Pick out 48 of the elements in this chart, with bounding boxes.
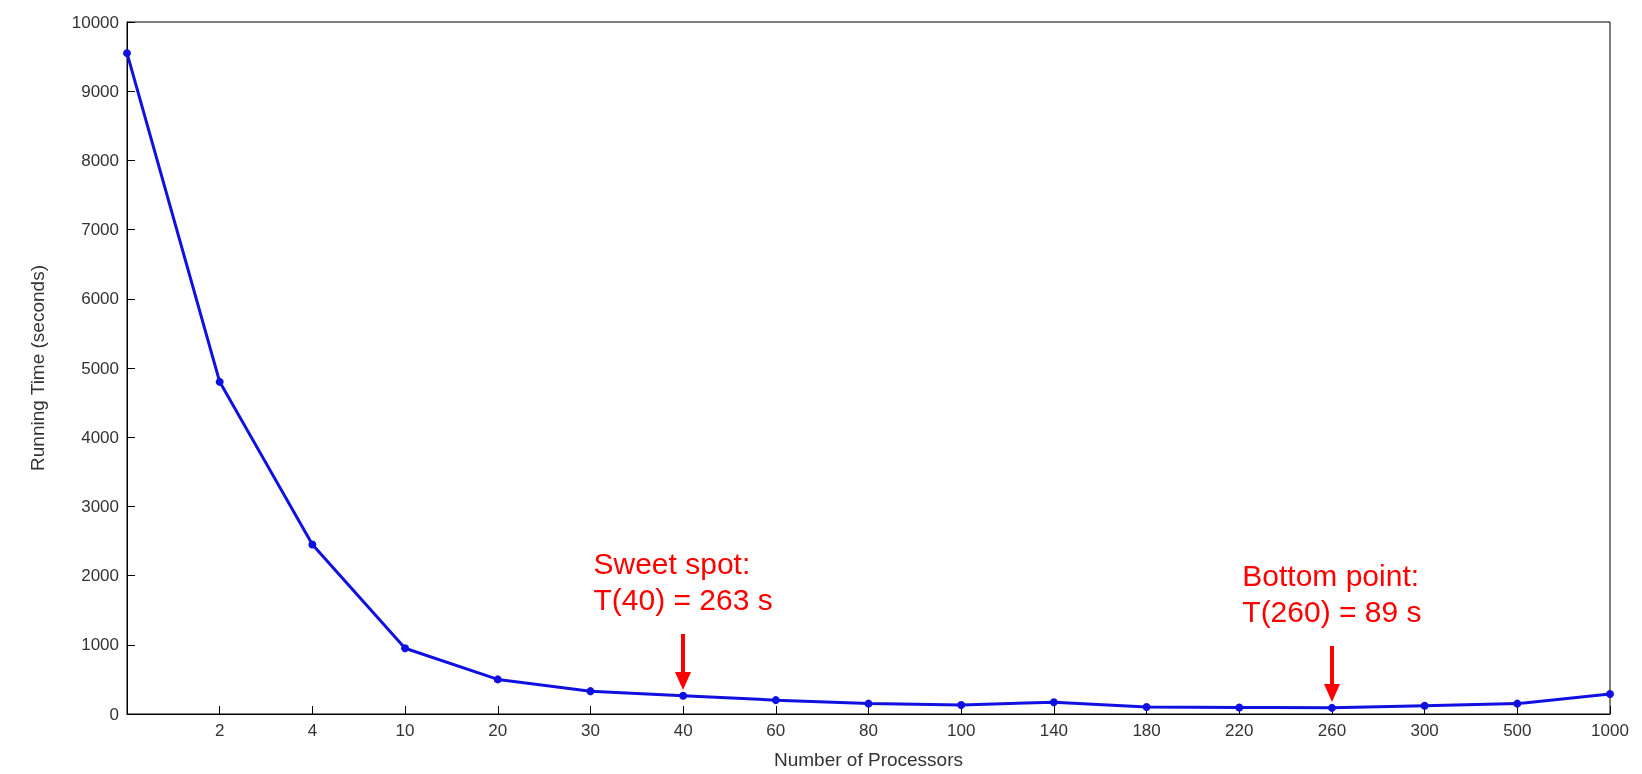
annotation: Sweet spot: T(40) = 263 s	[593, 545, 773, 618]
y-tick-label: 0	[109, 704, 119, 724]
point	[864, 699, 873, 708]
x-tick-label: 180	[1132, 721, 1161, 740]
point	[1606, 689, 1614, 698]
y-axis-title: Running Time (seconds)	[27, 265, 48, 471]
y-tick-label: 2000	[81, 566, 119, 586]
y-tick-label: 1000	[81, 635, 119, 655]
point	[123, 49, 131, 58]
y-tick-label: 6000	[81, 289, 119, 309]
x-tick-label: 10	[395, 721, 415, 740]
y-tick-label: 7000	[81, 220, 119, 240]
y-tick-label: 8000	[81, 150, 119, 170]
x-tick-label: 4	[307, 721, 318, 740]
x-tick-label: 100	[947, 721, 976, 740]
x-tick-label: 260	[1317, 721, 1347, 740]
point	[1327, 703, 1336, 712]
y-tick-label: 5000	[81, 358, 119, 378]
x-tick-label: 2	[214, 721, 225, 740]
point	[1235, 703, 1244, 712]
point	[586, 687, 595, 696]
point	[401, 644, 410, 653]
x-tick-label: 220	[1225, 721, 1254, 740]
point	[493, 675, 502, 684]
y-tick-label: 10000	[71, 12, 119, 32]
y-tick-label: 3000	[81, 496, 119, 516]
x-tick-label: 30	[580, 721, 600, 740]
x-tick-label: 140	[1039, 721, 1069, 740]
point	[1513, 699, 1522, 708]
y-tick-label: 9000	[81, 81, 119, 101]
point	[215, 377, 224, 386]
point	[1142, 703, 1151, 712]
point	[1049, 698, 1058, 707]
x-tick-label: 500	[1503, 721, 1532, 740]
annotation: Bottom point: T(260) = 89 s	[1242, 557, 1422, 630]
x-tick-label: 40	[673, 721, 693, 740]
x-axis-title: Number of Processors	[773, 749, 964, 770]
x-tick-label: 1000	[1591, 721, 1629, 740]
point	[771, 696, 780, 705]
x-tick-label: 80	[859, 721, 878, 740]
point	[679, 691, 688, 700]
y-tick-label: 4000	[81, 427, 119, 447]
x-tick-label: 20	[488, 721, 508, 740]
point	[1420, 701, 1429, 710]
point	[957, 701, 966, 709]
x-tick-label: 300	[1410, 721, 1439, 740]
point	[308, 540, 317, 549]
x-tick-label: 60	[766, 721, 786, 740]
